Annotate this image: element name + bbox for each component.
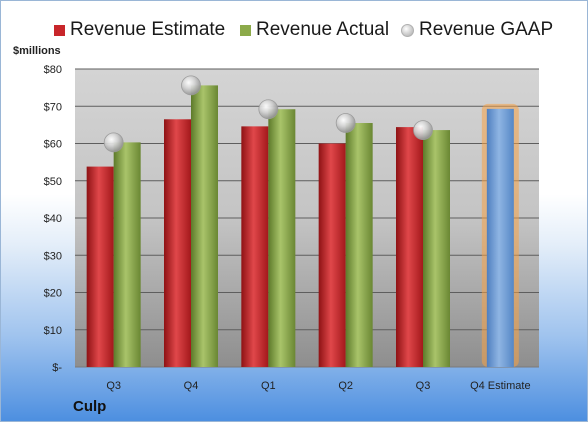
y-tick-label: $10	[44, 325, 62, 337]
x-tick-label: Q3	[416, 380, 431, 392]
legend-label-actual: Revenue Actual	[256, 19, 390, 40]
bar-estimate	[396, 127, 423, 367]
gaap-marker	[181, 75, 201, 96]
legend-item-actual: Revenue Actual	[240, 15, 389, 45]
legend: Revenue Estimate Revenue Actual Revenue …	[1, 15, 588, 45]
x-tick-label: Q1	[261, 380, 276, 392]
bar-estimate	[86, 166, 114, 367]
legend-label-estimate: Revenue Estimate	[70, 19, 226, 40]
bar-forecast	[486, 108, 514, 368]
legend-swatch-actual	[240, 24, 251, 36]
x-tick-label: Q3	[106, 380, 121, 392]
x-tick-label: Q4 Estimate	[470, 380, 531, 392]
company-name: Culp	[73, 398, 107, 415]
y-tick-label: $70	[44, 101, 62, 113]
bar-actual	[191, 85, 218, 367]
bar-actual	[268, 109, 296, 367]
legend-label-gaap: Revenue GAAP	[419, 19, 554, 40]
x-tick-label: Q2	[338, 380, 353, 392]
y-tick-label: $30	[44, 250, 62, 262]
y-tick-label: $60	[44, 139, 62, 151]
gaap-marker	[413, 120, 433, 140]
bar-estimate	[241, 126, 269, 368]
gaap-marker	[103, 132, 124, 153]
y-tick-label: $20	[44, 288, 62, 300]
bar-actual	[423, 130, 450, 367]
legend-marker-gaap	[401, 23, 414, 37]
legend-item-gaap: Revenue GAAP	[401, 15, 553, 45]
bar-estimate	[318, 143, 346, 367]
y-axis-unit-label: $millions	[13, 45, 61, 57]
y-tick-label: $80	[44, 64, 62, 76]
bar-actual	[345, 123, 373, 367]
y-tick-label: $40	[44, 213, 62, 225]
x-tick-label: Q4	[184, 380, 199, 392]
gaap-marker	[335, 113, 356, 133]
y-tick-label: $-	[52, 362, 62, 374]
y-tick-label: $50	[44, 176, 62, 188]
legend-swatch-estimate	[54, 24, 65, 36]
bar-estimate	[164, 119, 191, 367]
gaap-marker	[258, 99, 279, 120]
bar-actual	[113, 142, 141, 367]
legend-item-estimate: Revenue Estimate	[54, 15, 225, 45]
